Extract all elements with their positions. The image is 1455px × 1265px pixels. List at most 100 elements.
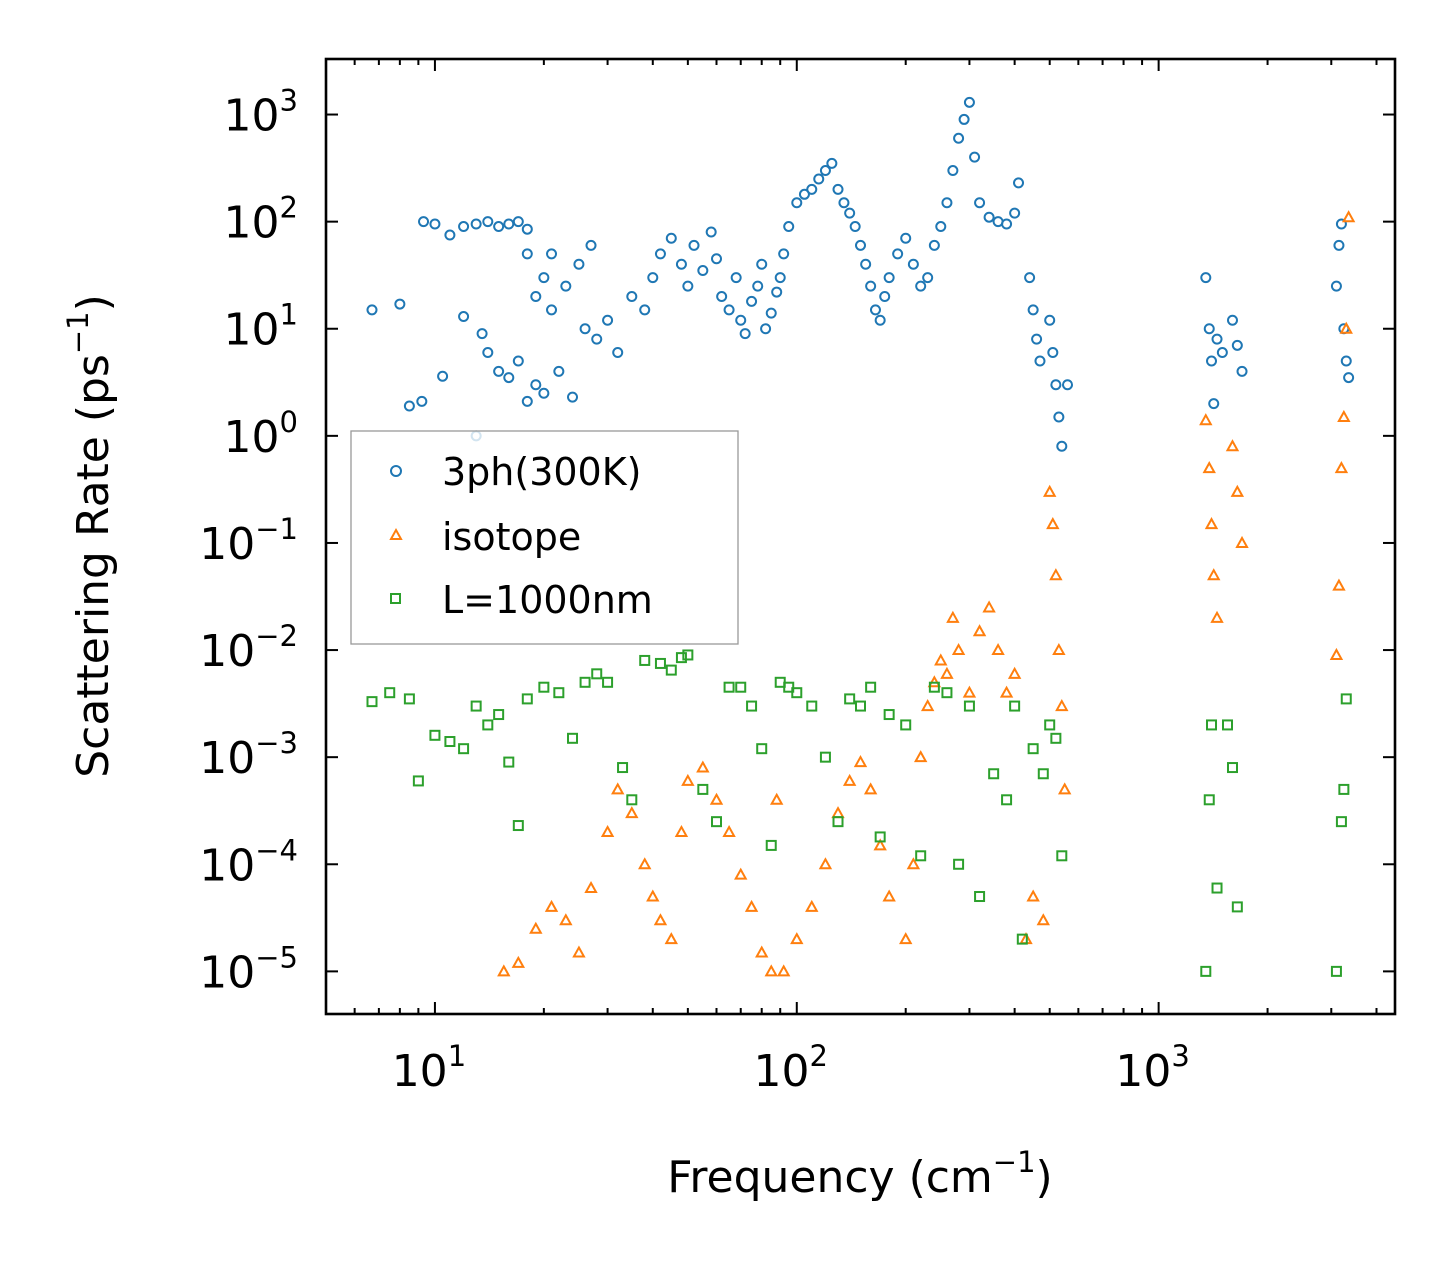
data-point (1200, 965, 1212, 977)
data-point (521, 223, 533, 235)
data-point (553, 687, 565, 699)
series-2 (366, 649, 1352, 977)
data-point (1330, 965, 1342, 977)
data-point (482, 347, 494, 359)
data-point (711, 253, 723, 265)
data-point (444, 736, 456, 748)
data-point (602, 676, 614, 688)
data-point (1210, 610, 1224, 623)
data-point (611, 782, 625, 795)
data-point (697, 264, 709, 276)
data-point (585, 239, 597, 251)
data-point (946, 610, 960, 623)
data-point (974, 891, 986, 903)
data-points-layer (366, 96, 1356, 977)
data-point (969, 151, 981, 163)
data-point (626, 794, 638, 806)
data-point (476, 328, 488, 340)
y-axis-label: Scattering Rate (ps−1) (61, 294, 119, 778)
data-point (769, 792, 784, 805)
y-tick-label: 10−1 (199, 512, 298, 570)
data-point (530, 379, 542, 391)
data-point (1226, 762, 1238, 774)
data-point (934, 653, 948, 666)
data-point (1231, 339, 1243, 351)
data-point (813, 173, 825, 185)
data-point (584, 880, 598, 894)
data-point (612, 347, 624, 359)
data-point (560, 280, 572, 292)
data-point (546, 248, 558, 260)
data-point (538, 681, 550, 693)
data-point (1056, 850, 1068, 862)
data-point (1062, 379, 1074, 391)
data-point (665, 232, 677, 244)
data-point (849, 221, 861, 233)
y-tick-label: 10−2 (199, 619, 298, 677)
data-point (842, 773, 857, 786)
y-tick-label: 103 (224, 84, 298, 142)
data-point (1332, 578, 1346, 591)
legend-item-3ph: 3ph(300K) (390, 450, 641, 494)
data-point (470, 218, 482, 230)
data-point (831, 806, 845, 819)
data-point (567, 732, 579, 744)
data-point (530, 291, 542, 303)
series-1 (497, 210, 1356, 977)
data-point (675, 258, 687, 270)
legend-marker-triangle (389, 527, 403, 540)
data-point (746, 295, 758, 307)
data-point (882, 889, 896, 902)
data-point (653, 913, 668, 926)
data-point (774, 272, 786, 284)
data-point (647, 272, 659, 284)
x-tick-label: 103 (1115, 1039, 1189, 1097)
data-point (1211, 882, 1223, 894)
data-point (760, 323, 772, 335)
legend-box (350, 430, 739, 645)
data-point (1050, 379, 1062, 391)
data-point (869, 304, 881, 316)
data-point (900, 232, 912, 244)
data-point (1335, 218, 1347, 230)
data-point (906, 857, 921, 870)
data-point (1206, 355, 1218, 367)
data-point (416, 395, 428, 407)
data-point (1057, 782, 1072, 795)
data-point (907, 258, 919, 270)
data-point (832, 816, 844, 828)
data-point (922, 272, 934, 284)
data-point (493, 365, 505, 377)
data-point (832, 183, 844, 195)
y-tick-label: 100 (224, 405, 298, 463)
data-point (1329, 647, 1344, 660)
data-point (600, 824, 615, 838)
data-point (764, 964, 778, 977)
data-point (538, 387, 550, 399)
data-point (900, 719, 912, 731)
data-point (958, 113, 970, 125)
data-point (511, 955, 526, 968)
data-point (941, 197, 953, 209)
data-point (497, 964, 511, 977)
data-point (844, 207, 856, 219)
data-point (1200, 272, 1212, 284)
data-point (384, 687, 396, 699)
data-point (791, 197, 803, 209)
data-point (844, 693, 856, 705)
data-point (503, 218, 515, 230)
data-point (928, 681, 940, 693)
data-point (1204, 517, 1219, 530)
data-point (1056, 440, 1068, 452)
data-point (654, 657, 666, 669)
data-point (1047, 347, 1059, 359)
data-point (366, 696, 378, 708)
data-point (429, 729, 441, 741)
data-point (739, 328, 751, 340)
data-point (1341, 210, 1356, 223)
y-tick-label: 10−3 (199, 726, 298, 784)
data-point (626, 291, 638, 303)
data-point (991, 643, 1005, 656)
x-tick-label: 102 (754, 1039, 828, 1097)
data-point (458, 743, 470, 755)
